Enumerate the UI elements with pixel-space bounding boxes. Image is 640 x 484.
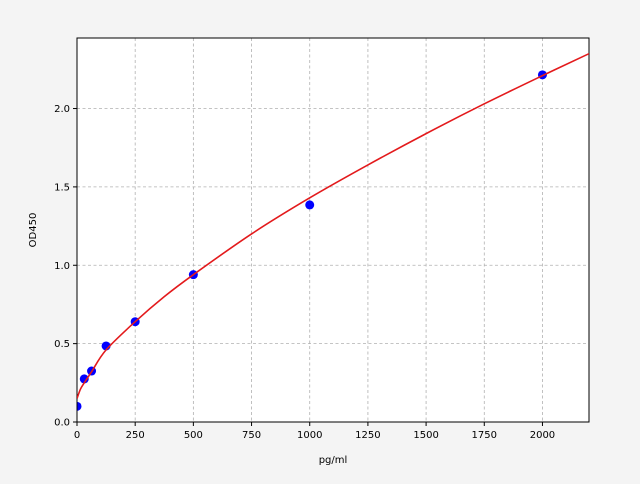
y-tick-label: 0.5	[54, 339, 70, 350]
y-axis-label: OD450	[28, 213, 39, 248]
data-point	[77, 401, 82, 411]
x-tick-label: 1500	[413, 430, 438, 441]
x-axis-ticks: 0 250 500 750 1000 1250 1500 1750 2000	[74, 422, 555, 441]
x-axis-label: pg/ml	[319, 455, 348, 466]
plot-frame	[76, 37, 590, 423]
x-tick-label: 1000	[297, 430, 322, 441]
data-point	[305, 200, 315, 210]
data-point	[79, 374, 89, 384]
y-tick-label: 0.0	[54, 418, 70, 429]
x-tick-label: 2000	[530, 430, 555, 441]
y-tick-label: 1.5	[54, 182, 70, 193]
fit-curve	[77, 52, 589, 399]
x-tick-label: 0	[74, 430, 80, 441]
x-tick-label: 1250	[355, 430, 380, 441]
x-tick-label: 750	[242, 430, 261, 441]
y-axis-ticks: 0.0 0.5 1.0 1.5 2.0	[54, 104, 77, 429]
y-tick-label: 1.0	[54, 261, 70, 272]
x-tick-label: 250	[126, 430, 145, 441]
x-tick-label: 1750	[472, 430, 497, 441]
y-tick-label: 2.0	[54, 104, 70, 115]
plot-area	[77, 38, 589, 422]
fit-curve-group	[77, 52, 589, 399]
x-tick-label: 500	[184, 430, 203, 441]
